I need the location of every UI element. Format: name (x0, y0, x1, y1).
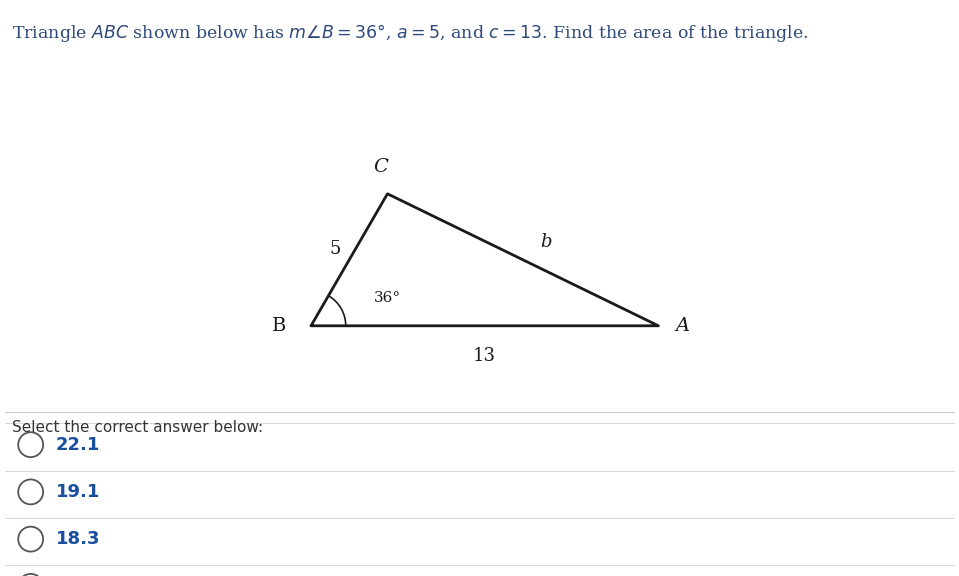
Text: Triangle $\mathit{ABC}$ shown below has $m\angle B = 36°$, $a = 5$, and $c = 13$: Triangle $\mathit{ABC}$ shown below has … (12, 22, 808, 44)
Text: Select the correct answer below:: Select the correct answer below: (12, 420, 263, 435)
Text: 19.1: 19.1 (56, 483, 100, 501)
Text: b: b (540, 233, 551, 252)
Text: B: B (272, 317, 287, 335)
Text: 18.3: 18.3 (56, 530, 100, 548)
Text: A: A (676, 317, 690, 335)
Text: 5: 5 (329, 240, 340, 259)
Text: 36°: 36° (374, 291, 401, 305)
Text: C: C (373, 158, 388, 176)
Text: 22.1: 22.1 (56, 435, 100, 454)
Text: 13: 13 (473, 347, 496, 365)
